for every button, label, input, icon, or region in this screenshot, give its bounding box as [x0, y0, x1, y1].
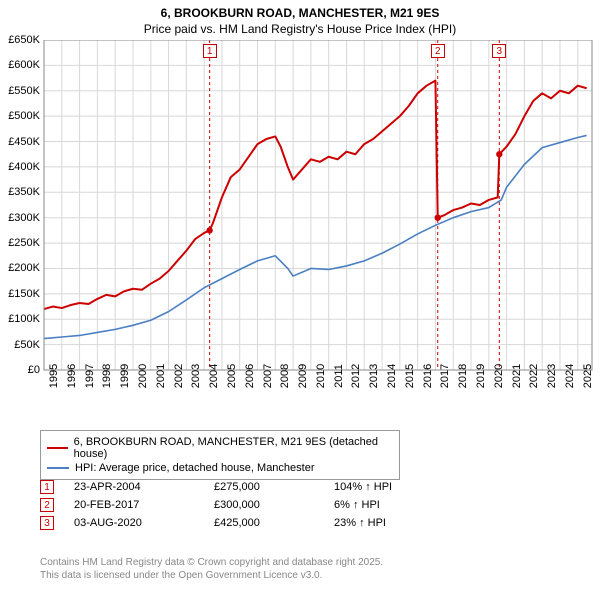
- x-tick-label: 2007: [262, 364, 274, 388]
- y-tick-label: £650K: [0, 34, 40, 46]
- x-tick-label: 2015: [404, 364, 416, 388]
- event-marker-1: 1: [203, 44, 217, 58]
- y-tick-label: £0: [0, 364, 40, 376]
- legend-swatch: [47, 467, 69, 469]
- x-tick-label: 2018: [457, 364, 469, 388]
- event-price: £300,000: [214, 499, 314, 511]
- event-row: 2 20-FEB-2017 £300,000 6% ↑ HPI: [40, 496, 434, 514]
- x-tick-label: 2019: [475, 364, 487, 388]
- y-tick-label: £450K: [0, 136, 40, 148]
- x-tick-label: 1996: [66, 364, 78, 388]
- event-marker-3: 3: [492, 44, 506, 58]
- footer-line2: This data is licensed under the Open Gov…: [40, 570, 383, 583]
- x-tick-label: 2011: [333, 364, 345, 388]
- x-tick-label: 1997: [84, 364, 96, 388]
- x-tick-label: 2013: [368, 364, 380, 388]
- y-tick-label: £300K: [0, 212, 40, 224]
- x-tick-label: 2001: [155, 364, 167, 388]
- x-tick-label: 2014: [386, 364, 398, 388]
- x-tick-label: 2003: [190, 364, 202, 388]
- x-tick-label: 2025: [582, 364, 594, 388]
- legend-swatch: [47, 447, 68, 449]
- x-tick-label: 2016: [422, 364, 434, 388]
- chart-title-line1: 6, BROOKBURN ROAD, MANCHESTER, M21 9ES: [0, 0, 600, 22]
- x-tick-label: 2002: [173, 364, 185, 388]
- y-tick-label: £50K: [0, 339, 40, 351]
- event-date: 20-FEB-2017: [74, 499, 194, 511]
- y-tick-label: £350K: [0, 186, 40, 198]
- x-tick-label: 2024: [564, 364, 576, 388]
- x-tick-label: 2022: [528, 364, 540, 388]
- y-tick-label: £400K: [0, 161, 40, 173]
- legend-item: HPI: Average price, detached house, Manc…: [47, 461, 393, 475]
- x-tick-label: 1995: [48, 364, 60, 388]
- y-tick-label: £150K: [0, 288, 40, 300]
- legend-item: 6, BROOKBURN ROAD, MANCHESTER, M21 9ES (…: [47, 435, 393, 461]
- x-tick-label: 2009: [297, 364, 309, 388]
- x-tick-label: 2010: [315, 364, 327, 388]
- event-num: 2: [40, 498, 54, 512]
- event-delta: 6% ↑ HPI: [334, 499, 434, 511]
- y-tick-label: £500K: [0, 110, 40, 122]
- x-tick-label: 2004: [208, 364, 220, 388]
- event-row: 3 03-AUG-2020 £425,000 23% ↑ HPI: [40, 514, 434, 532]
- event-date: 23-APR-2004: [74, 481, 194, 493]
- x-tick-label: 2023: [546, 364, 558, 388]
- footer-line1: Contains HM Land Registry data © Crown c…: [40, 557, 383, 570]
- y-tick-label: £600K: [0, 59, 40, 71]
- event-num: 1: [40, 480, 54, 494]
- x-tick-label: 2005: [226, 364, 238, 388]
- x-tick-label: 2012: [350, 364, 362, 388]
- legend-label: 6, BROOKBURN ROAD, MANCHESTER, M21 9ES (…: [74, 436, 393, 460]
- chart-title-line2: Price paid vs. HM Land Registry's House …: [0, 22, 600, 40]
- event-price: £275,000: [214, 481, 314, 493]
- x-tick-label: 2000: [137, 364, 149, 388]
- footer-attribution: Contains HM Land Registry data © Crown c…: [40, 557, 383, 582]
- event-delta: 104% ↑ HPI: [334, 481, 434, 493]
- y-tick-label: £250K: [0, 237, 40, 249]
- x-tick-label: 2020: [493, 364, 505, 388]
- x-tick-label: 2017: [439, 364, 451, 388]
- chart-area: £0 £50K £100K £150K £200K £250K £300K £350K £400…: [0, 40, 600, 420]
- event-date: 03-AUG-2020: [74, 517, 194, 529]
- event-num: 3: [40, 516, 54, 530]
- x-tick-label: 2006: [244, 364, 256, 388]
- y-tick-label: £200K: [0, 262, 40, 274]
- legend-label: HPI: Average price, detached house, Manc…: [75, 462, 315, 474]
- x-tick-label: 2021: [511, 364, 523, 388]
- event-row: 1 23-APR-2004 £275,000 104% ↑ HPI: [40, 478, 434, 496]
- y-tick-label: £100K: [0, 313, 40, 325]
- event-price: £425,000: [214, 517, 314, 529]
- events-table: 1 23-APR-2004 £275,000 104% ↑ HPI 2 20-FEB-20…: [40, 478, 434, 532]
- x-tick-label: 2008: [279, 364, 291, 388]
- x-tick-label: 1999: [119, 364, 131, 388]
- y-tick-label: £550K: [0, 85, 40, 97]
- event-marker-2: 2: [431, 44, 445, 58]
- legend: 6, BROOKBURN ROAD, MANCHESTER, M21 9ES (…: [40, 430, 400, 480]
- event-delta: 23% ↑ HPI: [334, 517, 434, 529]
- x-tick-label: 1998: [101, 364, 113, 388]
